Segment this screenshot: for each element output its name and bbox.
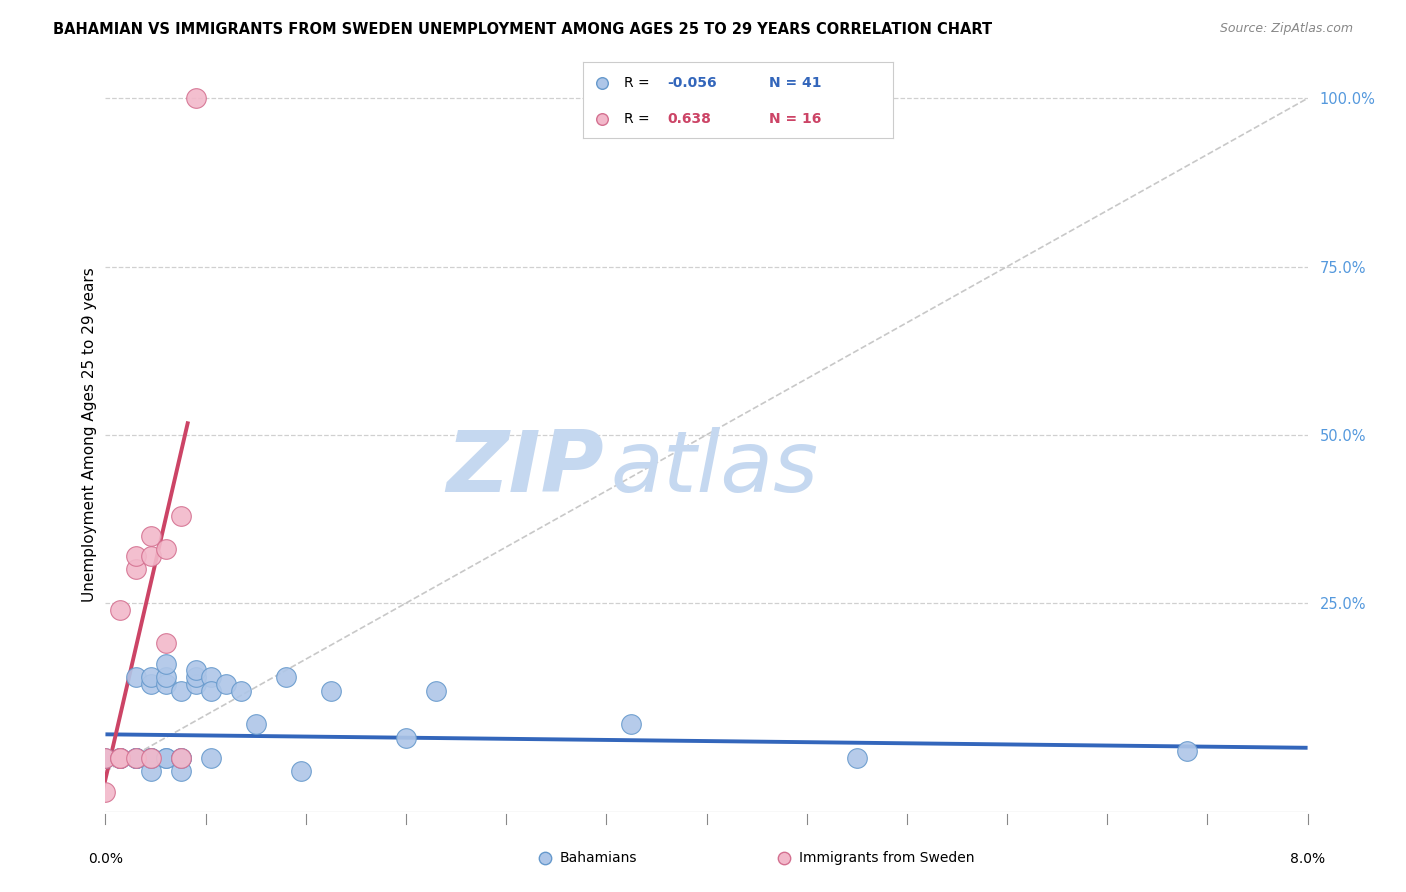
Point xyxy=(139,670,162,684)
Point xyxy=(155,636,177,650)
Point xyxy=(534,851,557,865)
Point xyxy=(200,683,222,698)
Point xyxy=(591,76,613,90)
Point xyxy=(94,751,117,765)
Point xyxy=(184,677,207,691)
Point xyxy=(290,764,312,779)
Point xyxy=(200,751,222,765)
Point xyxy=(124,751,146,765)
Text: Immigrants from Sweden: Immigrants from Sweden xyxy=(799,851,974,865)
Point xyxy=(184,91,207,105)
Point xyxy=(845,751,868,765)
Point xyxy=(124,670,146,684)
Point xyxy=(110,603,132,617)
Point xyxy=(169,683,191,698)
Text: atlas: atlas xyxy=(610,427,818,510)
Point xyxy=(245,717,267,731)
Point xyxy=(1175,744,1198,758)
Y-axis label: Unemployment Among Ages 25 to 29 years: Unemployment Among Ages 25 to 29 years xyxy=(82,268,97,602)
Text: R =: R = xyxy=(624,76,654,90)
Point xyxy=(169,751,191,765)
Point xyxy=(124,751,146,765)
Text: Source: ZipAtlas.com: Source: ZipAtlas.com xyxy=(1219,22,1353,36)
Text: 8.0%: 8.0% xyxy=(1291,852,1324,866)
Point xyxy=(139,529,162,543)
Point xyxy=(110,751,132,765)
Point xyxy=(620,717,643,731)
Point xyxy=(395,731,418,745)
Point xyxy=(155,751,177,765)
Point xyxy=(591,112,613,127)
Point xyxy=(94,751,117,765)
Point xyxy=(773,851,796,865)
Point xyxy=(94,784,117,798)
Point xyxy=(110,751,132,765)
Point xyxy=(169,764,191,779)
Point xyxy=(184,664,207,678)
Point xyxy=(214,677,236,691)
Point xyxy=(139,549,162,563)
Point xyxy=(139,764,162,779)
Point xyxy=(124,751,146,765)
Point xyxy=(139,751,162,765)
Text: Bahamians: Bahamians xyxy=(560,851,637,865)
Point xyxy=(155,751,177,765)
Text: ZIP: ZIP xyxy=(447,427,605,510)
Point xyxy=(139,751,162,765)
Point xyxy=(124,549,146,563)
Text: R =: R = xyxy=(624,112,658,127)
Point xyxy=(155,677,177,691)
Point xyxy=(169,751,191,765)
Point xyxy=(155,670,177,684)
Point xyxy=(110,751,132,765)
Point xyxy=(139,677,162,691)
Point xyxy=(124,751,146,765)
Point xyxy=(169,508,191,523)
Point xyxy=(229,683,252,698)
Text: N = 41: N = 41 xyxy=(769,76,821,90)
Point xyxy=(184,670,207,684)
Text: BAHAMIAN VS IMMIGRANTS FROM SWEDEN UNEMPLOYMENT AMONG AGES 25 TO 29 YEARS CORREL: BAHAMIAN VS IMMIGRANTS FROM SWEDEN UNEMP… xyxy=(53,22,993,37)
Point xyxy=(274,670,297,684)
Point xyxy=(319,683,342,698)
Point xyxy=(124,751,146,765)
Text: 0.638: 0.638 xyxy=(666,112,711,127)
Point xyxy=(110,751,132,765)
Point xyxy=(139,751,162,765)
Point xyxy=(139,751,162,765)
Point xyxy=(124,562,146,576)
Text: 0.0%: 0.0% xyxy=(89,852,122,866)
Point xyxy=(155,657,177,671)
Point xyxy=(425,683,447,698)
Point xyxy=(110,751,132,765)
Point xyxy=(169,751,191,765)
Point xyxy=(155,542,177,557)
Text: -0.056: -0.056 xyxy=(666,76,717,90)
Point xyxy=(200,670,222,684)
Text: N = 16: N = 16 xyxy=(769,112,821,127)
